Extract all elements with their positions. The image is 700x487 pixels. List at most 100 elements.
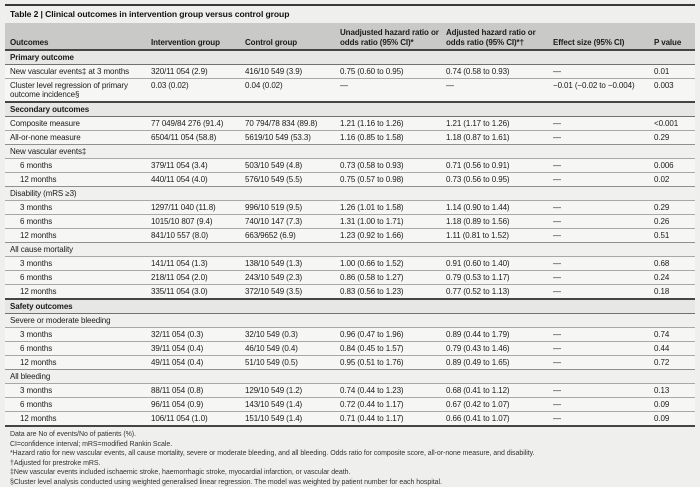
cell-control-group: 138/10 549 (1.3) [245, 257, 340, 270]
cell-effect-size: — [553, 412, 654, 425]
subsection-label: All bleeding [5, 370, 695, 383]
table-footnotes: Data are No of events/No of patients (%)… [5, 427, 695, 487]
cell-outcome: All-or-none measure [5, 131, 151, 144]
cell-p-value: 0.13 [654, 384, 695, 397]
footnote: §Cluster level analysis conducted using … [10, 478, 695, 487]
subsection-label: New vascular events‡ [5, 145, 695, 158]
cell-p-value: 0.26 [654, 215, 695, 228]
footnote: †Adjusted for prestroke mRS. [10, 459, 695, 469]
subsection-row: Severe or moderate bleeding [5, 313, 695, 327]
cell-intervention-group: 379/11 054 (3.4) [151, 159, 245, 172]
cell-effect-size: — [553, 384, 654, 397]
cell-adjusted-ratio: 0.67 (0.42 to 1.07) [446, 398, 553, 411]
subsection-row: All bleeding [5, 369, 695, 383]
subsection-label: Severe or moderate bleeding [5, 314, 695, 327]
cell-control-group: 996/10 519 (9.5) [245, 201, 340, 214]
section-row: Safety outcomes [5, 298, 695, 313]
cell-unadjusted-ratio: 0.83 (0.56 to 1.23) [340, 285, 446, 298]
cell-control-group: 70 794/78 834 (89.8) [245, 117, 340, 130]
cell-intervention-group: 440/11 054 (4.0) [151, 173, 245, 186]
cell-unadjusted-ratio: 0.75 (0.60 to 0.95) [340, 65, 446, 78]
cell-p-value: 0.003 [654, 79, 695, 101]
cell-adjusted-ratio: 0.66 (0.41 to 1.07) [446, 412, 553, 425]
cell-outcome: 6 months [5, 342, 151, 355]
cell-outcome: Cluster level regression of primary outc… [5, 79, 151, 101]
cell-control-group: 740/10 147 (7.3) [245, 215, 340, 228]
section-row: Secondary outcomes [5, 101, 695, 116]
cell-adjusted-ratio: 0.71 (0.56 to 0.91) [446, 159, 553, 172]
cell-unadjusted-ratio: 0.84 (0.45 to 1.57) [340, 342, 446, 355]
subsection-row: New vascular events‡ [5, 144, 695, 158]
cell-control-group: 151/10 549 (1.4) [245, 412, 340, 425]
cell-adjusted-ratio: 1.18 (0.89 to 1.56) [446, 215, 553, 228]
cell-intervention-group: 320/11 054 (2.9) [151, 65, 245, 78]
cell-adjusted-ratio: 0.89 (0.44 to 1.79) [446, 328, 553, 341]
cell-adjusted-ratio: 1.11 (0.81 to 1.52) [446, 229, 553, 242]
cell-unadjusted-ratio: 0.71 (0.44 to 1.17) [340, 412, 446, 425]
cell-intervention-group: 218/11 054 (2.0) [151, 271, 245, 284]
cell-intervention-group: 32/11 054 (0.3) [151, 328, 245, 341]
cell-unadjusted-ratio: 1.31 (1.00 to 1.71) [340, 215, 446, 228]
cell-control-group: 372/10 549 (3.5) [245, 285, 340, 298]
cell-effect-size: — [553, 356, 654, 369]
cell-adjusted-ratio: 0.79 (0.43 to 1.46) [446, 342, 553, 355]
cell-intervention-group: 841/10 557 (8.0) [151, 229, 245, 242]
column-header-control-group: Control group [245, 35, 340, 50]
cell-outcome: 3 months [5, 328, 151, 341]
cell-intervention-group: 1297/11 040 (11.8) [151, 201, 245, 214]
column-header-adjusted-ratio: Adjusted hazard ratio or odds ratio (95%… [446, 25, 553, 49]
footnote: Data are No of events/No of patients (%)… [10, 430, 695, 440]
cell-intervention-group: 88/11 054 (0.8) [151, 384, 245, 397]
cell-control-group: 129/10 549 (1.2) [245, 384, 340, 397]
cell-unadjusted-ratio: 0.73 (0.58 to 0.93) [340, 159, 446, 172]
cell-unadjusted-ratio: 1.16 (0.85 to 1.58) [340, 131, 446, 144]
cell-control-group: 503/10 549 (4.8) [245, 159, 340, 172]
subsection-label: Disability (mRS ≥3) [5, 187, 695, 200]
cell-effect-size: — [553, 215, 654, 228]
cell-adjusted-ratio: — [446, 79, 553, 101]
cell-effect-size: — [553, 159, 654, 172]
section-row: Primary outcome [5, 49, 695, 64]
cell-effect-size: — [553, 173, 654, 186]
cell-p-value: 0.51 [654, 229, 695, 242]
cell-adjusted-ratio: 0.73 (0.56 to 0.95) [446, 173, 553, 186]
cell-adjusted-ratio: 1.18 (0.87 to 1.61) [446, 131, 553, 144]
cell-p-value: 0.09 [654, 398, 695, 411]
cell-control-group: 576/10 549 (5.5) [245, 173, 340, 186]
cell-control-group: 243/10 549 (2.3) [245, 271, 340, 284]
cell-unadjusted-ratio: 0.86 (0.58 to 1.27) [340, 271, 446, 284]
cell-outcome: 6 months [5, 398, 151, 411]
cell-unadjusted-ratio: 0.72 (0.44 to 1.17) [340, 398, 446, 411]
cell-outcome: 12 months [5, 229, 151, 242]
cell-adjusted-ratio: 1.14 (0.90 to 1.44) [446, 201, 553, 214]
cell-p-value: 0.44 [654, 342, 695, 355]
cell-p-value: 0.29 [654, 131, 695, 144]
table-title: Table 2 | Clinical outcomes in intervent… [5, 4, 695, 23]
cell-effect-size: — [553, 229, 654, 242]
cell-effect-size: — [553, 271, 654, 284]
cell-adjusted-ratio: 1.21 (1.17 to 1.26) [446, 117, 553, 130]
cell-intervention-group: 1015/10 807 (9.4) [151, 215, 245, 228]
cell-intervention-group: 77 049/84 276 (91.4) [151, 117, 245, 130]
cell-intervention-group: 96/11 054 (0.9) [151, 398, 245, 411]
cell-outcome: 12 months [5, 285, 151, 298]
cell-intervention-group: 39/11 054 (0.4) [151, 342, 245, 355]
cell-p-value: 0.24 [654, 271, 695, 284]
cell-effect-size: — [553, 131, 654, 144]
cell-outcome: 3 months [5, 384, 151, 397]
cell-intervention-group: 49/11 054 (0.4) [151, 356, 245, 369]
cell-effect-size: — [553, 285, 654, 298]
footnote: *Hazard ratio for new vascular events, a… [10, 449, 695, 459]
cell-outcome: 12 months [5, 356, 151, 369]
cell-unadjusted-ratio: 1.21 (1.16 to 1.26) [340, 117, 446, 130]
cell-effect-size: — [553, 65, 654, 78]
